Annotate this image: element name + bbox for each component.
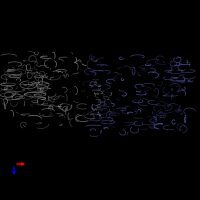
Polygon shape xyxy=(142,68,147,72)
Polygon shape xyxy=(124,105,131,107)
Polygon shape xyxy=(166,105,169,107)
Polygon shape xyxy=(96,108,103,111)
Polygon shape xyxy=(154,124,157,126)
Polygon shape xyxy=(132,99,138,100)
Polygon shape xyxy=(161,98,164,99)
Polygon shape xyxy=(111,76,118,79)
Polygon shape xyxy=(103,103,107,107)
Polygon shape xyxy=(143,90,148,92)
Polygon shape xyxy=(104,92,112,93)
Polygon shape xyxy=(155,95,158,98)
Polygon shape xyxy=(133,118,144,119)
Polygon shape xyxy=(176,69,184,71)
Polygon shape xyxy=(102,74,104,75)
Polygon shape xyxy=(98,111,99,114)
Polygon shape xyxy=(100,65,104,67)
Polygon shape xyxy=(176,86,179,87)
Polygon shape xyxy=(95,120,104,121)
Polygon shape xyxy=(116,98,120,101)
Polygon shape xyxy=(104,126,107,129)
Polygon shape xyxy=(96,105,104,108)
Polygon shape xyxy=(118,73,122,76)
Polygon shape xyxy=(177,108,183,111)
Polygon shape xyxy=(149,126,157,129)
Polygon shape xyxy=(165,69,171,73)
Polygon shape xyxy=(112,113,116,115)
Polygon shape xyxy=(174,110,181,113)
Polygon shape xyxy=(103,79,104,82)
Polygon shape xyxy=(157,96,159,98)
Polygon shape xyxy=(95,99,101,100)
Polygon shape xyxy=(164,87,166,88)
Polygon shape xyxy=(156,73,160,76)
Polygon shape xyxy=(117,67,123,70)
Polygon shape xyxy=(94,74,98,76)
Polygon shape xyxy=(109,111,115,112)
Polygon shape xyxy=(111,122,115,123)
Polygon shape xyxy=(157,116,161,121)
Polygon shape xyxy=(172,81,175,83)
